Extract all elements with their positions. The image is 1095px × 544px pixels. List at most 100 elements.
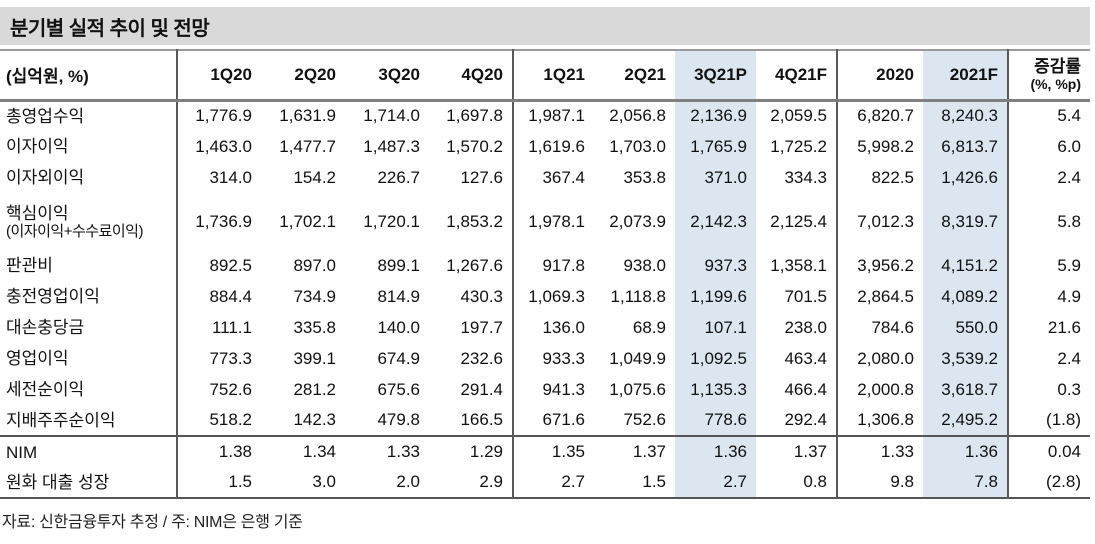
- row-label: 이자이익: [0, 131, 177, 162]
- value-cell: 371.0: [675, 162, 756, 193]
- value-cell: 1.36: [923, 436, 1008, 467]
- col-header-2q21: 2Q21: [624, 64, 666, 84]
- value-cell: 1.29: [469, 442, 503, 461]
- value-cell: 2.0: [396, 472, 420, 491]
- value-cell: 814.9: [377, 286, 420, 306]
- row-label: 세전순이익: [0, 374, 177, 405]
- value-cell: 1,978.1: [512, 193, 594, 250]
- value-cell: 941.3: [512, 374, 594, 405]
- value-cell: 367.4: [512, 162, 594, 193]
- row-label-text: 세전순이익: [6, 380, 85, 399]
- value-cell: 136.0: [512, 312, 594, 343]
- table-row: 대손충당금 111.1 335.8 140.0 197.7 136.0 68.9 107.1 2…: [0, 312, 1090, 343]
- value-cell: 2,073.9: [609, 211, 666, 231]
- page-title-text: 분기별 실적 추이 및 전망: [10, 17, 210, 40]
- value-cell: 1,703.0: [609, 136, 666, 156]
- value-cell: 334.3: [784, 167, 827, 187]
- value-cell: 3,618.7: [923, 374, 1008, 405]
- value-cell: 1,570.2: [446, 136, 503, 156]
- value-cell: 1.35: [512, 436, 594, 467]
- value-cell: 166.5: [460, 410, 503, 429]
- value-cell: 1.36: [675, 436, 756, 467]
- value-cell: 1,631.9: [279, 106, 336, 126]
- value-cell: 1,853.2: [446, 211, 503, 231]
- value-cell: 674.9: [377, 348, 420, 368]
- value-cell: 8,240.3: [923, 100, 1008, 131]
- row-label-text: 이자이익: [6, 137, 69, 156]
- value-cell: 3,539.2: [923, 343, 1008, 374]
- value-cell: 917.8: [512, 250, 594, 281]
- value-cell: 1,477.7: [279, 136, 336, 156]
- change-header-line1: 증감률: [1034, 57, 1081, 77]
- value-cell: 1.5: [176, 467, 261, 498]
- value-cell: 1.33: [836, 436, 923, 467]
- change-cell: 5.8: [1007, 193, 1090, 250]
- value-cell: 142.3: [293, 410, 336, 429]
- value-cell: 2,000.8: [836, 374, 923, 405]
- col-header-change: 증감률 (%, %p): [1007, 50, 1090, 100]
- value-cell: 2,056.8: [609, 106, 666, 126]
- value-cell: 1.5: [642, 472, 666, 491]
- change-cell: 6.0: [1007, 131, 1090, 162]
- table-row: NIM 1.38 1.34 1.33 1.29 1.35 1.37 1.36 1.37 1.33 1…: [0, 436, 1090, 467]
- value-cell: 701.5: [784, 286, 827, 306]
- row-label: 충전영업이익: [0, 281, 177, 312]
- change-cell: 2.4: [1007, 162, 1090, 193]
- row-label-text: 이자외이익: [6, 168, 85, 187]
- change-cell: (1.8): [1007, 405, 1090, 436]
- row-label-text: 충전영업이익: [6, 287, 100, 306]
- value-cell: 3,956.2: [836, 250, 923, 281]
- value-cell: 933.3: [512, 343, 594, 374]
- value-cell: 1.38: [176, 436, 261, 467]
- change-cell: 0.3: [1007, 374, 1090, 405]
- table-row: 판관비 892.5 897.0 899.1 1,267.6 917.8 938.0 937.3…: [0, 250, 1090, 281]
- value-cell: 1,463.0: [176, 131, 261, 162]
- col-header-1q20: 1Q20: [176, 50, 261, 100]
- unit-label: (십억원, %): [6, 67, 89, 87]
- value-cell: 2,864.5: [836, 281, 923, 312]
- source-note: 자료: 신한금융투자 추정 / 주: NIM은 은행 기준: [2, 514, 303, 531]
- table-row: 이자외이익 314.0 154.2 226.7 127.6 367.4 353.8 371.0…: [0, 162, 1090, 193]
- value-cell: 1,702.1: [279, 211, 336, 231]
- change-cell: 5.9: [1007, 250, 1090, 281]
- value-cell: 518.2: [176, 405, 261, 436]
- header-row: (십억원, %) 1Q20 2Q20 3Q20 4Q20 1Q21 2Q21 3…: [0, 50, 1090, 100]
- col-header-3q21p: 3Q21P: [675, 50, 756, 100]
- value-cell: 430.3: [460, 286, 503, 306]
- row-label-text: 핵심이익: [6, 203, 69, 223]
- value-cell: 784.6: [836, 312, 923, 343]
- change-cell: (2.8): [1007, 467, 1090, 498]
- value-cell: 1,487.3: [363, 136, 420, 156]
- value-cell: 1.33: [386, 442, 420, 461]
- row-label: 이자외이익: [0, 162, 177, 193]
- row-label: 판관비: [0, 250, 177, 281]
- row-label: 지배주주순이익: [0, 405, 177, 436]
- row-label: NIM: [0, 436, 177, 467]
- value-cell: 938.0: [623, 255, 666, 275]
- value-cell: 399.1: [293, 348, 336, 368]
- table-row: 지배주주순이익 518.2 142.3 479.8 166.5 671.6 752.6 778…: [0, 405, 1090, 436]
- col-header-2q20: 2Q20: [294, 64, 336, 84]
- row-label-text: 대손충당금: [6, 318, 85, 337]
- value-cell: 281.2: [293, 379, 336, 399]
- value-cell: 2,142.3: [675, 193, 756, 250]
- table-row: 세전순이익 752.6 281.2 675.6 291.4 941.3 1,075.6 1,1…: [0, 374, 1090, 405]
- value-cell: 2,136.9: [675, 100, 756, 131]
- value-cell: 2,080.0: [836, 343, 923, 374]
- value-cell: 7,012.3: [836, 193, 923, 250]
- value-cell: 4,151.2: [923, 250, 1008, 281]
- value-cell: 197.7: [460, 317, 503, 337]
- value-cell: 1,118.8: [610, 286, 666, 306]
- value-cell: 1,725.2: [770, 136, 827, 156]
- value-cell: 892.5: [176, 250, 261, 281]
- value-cell: 6,813.7: [923, 131, 1008, 162]
- value-cell: 1.34: [302, 442, 336, 461]
- value-cell: 463.4: [784, 348, 827, 368]
- value-cell: 2,495.2: [923, 405, 1008, 436]
- value-cell: 1,049.9: [609, 348, 666, 368]
- value-cell: 0.8: [803, 472, 827, 491]
- value-cell: 353.8: [623, 167, 666, 187]
- value-cell: 8,319.7: [923, 193, 1008, 250]
- value-cell: 1,765.9: [675, 131, 756, 162]
- value-cell: 5,998.2: [836, 131, 923, 162]
